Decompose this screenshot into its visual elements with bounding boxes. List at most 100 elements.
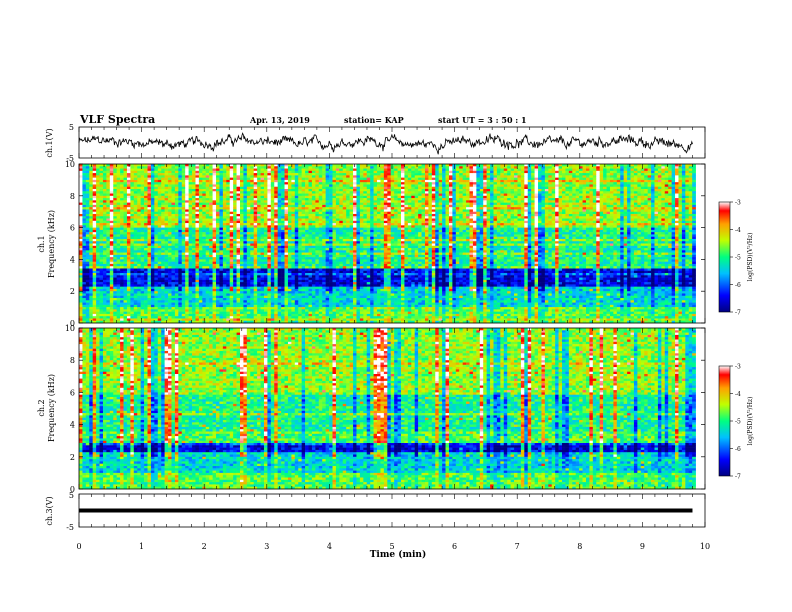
spectrogram-cell (260, 164, 265, 167)
spectrogram-cell (89, 188, 94, 192)
spectrogram-cell (287, 168, 292, 172)
spectrogram-cell (106, 238, 111, 242)
spectrogram-cell (322, 173, 326, 176)
spectrogram-cell (168, 307, 172, 310)
spectrogram-cell (147, 261, 152, 265)
spectrogram-cell (274, 270, 278, 274)
spectrogram-cell (308, 168, 313, 172)
spectrogram-cell (250, 218, 255, 222)
spectrogram-cell (315, 291, 320, 294)
spectrogram-cell (133, 200, 138, 203)
spectrogram-cell (144, 279, 148, 283)
spectrogram-cell (113, 307, 117, 310)
spectrogram-cell (305, 202, 309, 206)
spectrogram-cell (250, 307, 255, 310)
spectrogram-cell (126, 229, 131, 233)
spectrogram-cell (192, 184, 196, 188)
spectrogram-cell (102, 291, 107, 294)
spectrogram-cell (113, 291, 117, 294)
spectrogram-cell (164, 227, 169, 231)
spectrogram-cell (140, 243, 145, 247)
spectrogram-cell (236, 288, 241, 292)
spectrogram-cell (202, 300, 207, 303)
spectrogram-cell (188, 193, 193, 197)
spectrogram-cell (171, 259, 176, 262)
spectrogram-cell (198, 164, 203, 167)
spectrogram-cell (281, 288, 285, 292)
spectrogram-cell (246, 250, 251, 253)
spectrogram-cell (174, 245, 179, 249)
spectrogram-cell (229, 311, 234, 315)
spectrogram-cell (287, 313, 292, 317)
spectrogram-cell (219, 213, 224, 217)
spectrogram-cell (318, 309, 323, 312)
spectrogram-cell (308, 216, 313, 219)
spectrogram-cell (260, 254, 265, 258)
spectrogram-cell (240, 266, 244, 269)
spectrogram-cell (281, 188, 285, 192)
spectrogram-cell (281, 220, 285, 224)
spectrogram-cell (154, 225, 159, 228)
spectrogram-cell (219, 220, 224, 224)
spectrogram-cell (85, 270, 90, 274)
spectrogram-cell (260, 298, 265, 301)
spectrogram-cell (171, 288, 176, 292)
spectrogram-cell (126, 175, 131, 178)
spectrogram-cell (171, 216, 176, 219)
spectrogram-cell (236, 243, 241, 247)
spectrogram-cell (123, 234, 128, 237)
spectrogram-cell (144, 182, 148, 185)
spectrogram-cell (270, 175, 275, 178)
spectrogram-cell (229, 270, 234, 274)
spectrogram-cell (144, 188, 148, 192)
spectrogram-cell (311, 202, 316, 206)
spectrogram-cell (99, 316, 104, 319)
spectrogram-cell (270, 250, 275, 253)
spectrogram-cell (102, 229, 107, 233)
spectrogram-cell (205, 286, 210, 290)
spectrogram-cell (222, 234, 227, 237)
spectrogram-cell (82, 273, 87, 276)
spectrogram-cell (126, 227, 131, 231)
spectrogram-cell (106, 236, 111, 240)
spectrogram-cell (89, 216, 94, 219)
spectrogram-cell (198, 238, 203, 242)
spectrogram-cell (198, 263, 203, 267)
spectrogram-cell (301, 311, 306, 315)
spectrogram-cell (318, 207, 323, 210)
spectrogram-cell (267, 273, 272, 276)
spectrogram-cell (116, 166, 121, 169)
spectrogram-cell (226, 298, 231, 301)
spectrogram-cell (106, 304, 111, 308)
spectrogram-cell (301, 261, 306, 265)
spectrogram-cell (236, 166, 241, 169)
spectrogram-cell (99, 293, 104, 297)
spectrogram-cell (257, 236, 261, 240)
spectrogram-cell (257, 168, 261, 172)
spectrogram-cell (301, 259, 306, 262)
spectrogram-cell (250, 284, 255, 287)
spectrogram-cell (174, 252, 179, 256)
spectrogram-cell (120, 243, 124, 247)
spectrogram-cell (236, 179, 241, 183)
spectrogram-cell (96, 191, 100, 194)
spectrogram-cell (250, 193, 255, 197)
spectrogram-cell (236, 168, 241, 172)
spectrogram-cell (123, 188, 128, 192)
spectrogram-cell (92, 270, 97, 274)
spectrogram-cell (106, 311, 111, 315)
spectrogram-cell (301, 304, 306, 308)
spectrogram-cell (133, 204, 138, 208)
spectrogram-cell (126, 168, 131, 172)
spectrogram-cell (298, 177, 302, 181)
spectrogram-cell (246, 238, 251, 242)
spectrogram-cell (123, 293, 128, 297)
spectrogram-cell (246, 313, 251, 317)
spectrogram-cell (209, 184, 213, 188)
spectrogram-cell (263, 241, 268, 244)
spectrogram-cell (202, 286, 207, 290)
spectrogram-cell (198, 200, 203, 203)
spectrogram-cell (284, 243, 289, 247)
spectrogram-cell (154, 252, 159, 256)
spectrogram-cell (188, 248, 193, 251)
